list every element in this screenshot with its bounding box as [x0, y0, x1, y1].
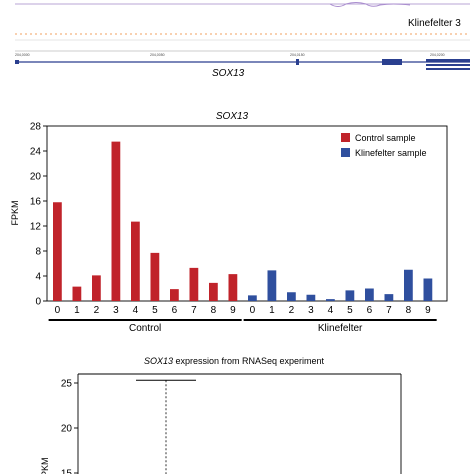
x-tick-label: 4 [133, 305, 139, 316]
bar [267, 270, 277, 301]
bar [209, 282, 218, 301]
exon-2 [296, 59, 299, 65]
x-tick-label: 9 [425, 305, 431, 316]
y-tick-label: 28 [30, 122, 42, 133]
box-y-ticks: 15 20 25 [61, 379, 78, 474]
box-y-tick-label: 20 [61, 424, 73, 435]
y-tick-label: 4 [35, 272, 41, 283]
x-tick-label: 4 [328, 305, 334, 316]
bar [131, 221, 140, 301]
bar [248, 295, 257, 301]
y-tick-label: 8 [35, 247, 41, 258]
genome-browser-panel: Klinefelter 3 204,0000 204,0050 204,0150… [15, 2, 470, 79]
x-tick-label: 0 [250, 305, 256, 316]
legend-swatch-control [341, 133, 350, 142]
bar [111, 141, 121, 301]
box-plot-title-gene: SOX13 [144, 356, 173, 366]
group-label: Control [129, 323, 161, 334]
transcript-stack-3 [426, 68, 470, 70]
y-tick-label: 20 [30, 172, 42, 183]
y-tick-label: 0 [35, 297, 41, 308]
bar [150, 252, 160, 301]
y-axis-ticks: 0 4 8 12 16 20 24 28 [30, 122, 47, 308]
x-tick-label: 1 [269, 305, 275, 316]
coord-label-1: 204,0000 [15, 53, 30, 57]
x-tick-label: 7 [191, 305, 197, 316]
box-y-tick-label: 25 [61, 379, 73, 390]
legend-label-control: Control sample [355, 133, 416, 143]
x-tick-label: 6 [367, 305, 373, 316]
bar [92, 275, 101, 301]
bar [345, 290, 355, 301]
bar-chart-title: SOX13 [216, 111, 249, 122]
group-label: Klinefelter [318, 323, 363, 334]
exon-1 [15, 60, 19, 64]
box-plot-title-rest: expression from RNASeq experiment [173, 356, 325, 366]
legend-label-klinefelter: Klinefelter sample [355, 148, 427, 158]
bar [384, 294, 394, 301]
coord-label-3: 204,0150 [290, 53, 305, 57]
x-tick-label: 8 [406, 305, 412, 316]
bar [423, 278, 433, 301]
y-tick-label: 16 [30, 197, 42, 208]
bar [189, 267, 199, 301]
bar [72, 286, 82, 301]
bars [53, 141, 433, 301]
box-plot-title: SOX13 expression from RNASeq experiment [144, 356, 325, 366]
coord-label-2: 204,0050 [150, 53, 165, 57]
x-tick-label: 5 [152, 305, 158, 316]
y-axis-label: FPKM [10, 200, 20, 225]
bar [53, 202, 62, 301]
x-tick-label: 7 [386, 305, 392, 316]
legend-swatch-klinefelter [341, 148, 350, 157]
transcript-stack-2 [426, 64, 470, 66]
box-y-axis-label: FPKM [40, 457, 50, 474]
bar [326, 299, 335, 301]
y-tick-label: 12 [30, 222, 42, 233]
box-y-tick-label: 15 [61, 469, 73, 474]
coord-label-4: 204,0200 [430, 53, 445, 57]
x-tick-label: 2 [94, 305, 100, 316]
x-tick-label: 6 [172, 305, 178, 316]
group-brackets: Control Klinefelter [48, 319, 437, 334]
bar [228, 274, 238, 301]
x-tick-label: 3 [308, 305, 314, 316]
transcript-stack-1 [426, 59, 470, 62]
y-tick-label: 24 [30, 147, 42, 158]
bar [306, 294, 316, 301]
x-tick-label: 5 [347, 305, 353, 316]
x-tick-label: 9 [230, 305, 236, 316]
x-tick-label: 3 [113, 305, 119, 316]
x-tick-label: 8 [211, 305, 217, 316]
bar [287, 292, 296, 301]
coverage-peak [329, 2, 411, 7]
gene-label: SOX13 [212, 68, 245, 79]
plot-frame [46, 125, 448, 302]
x-tick-label: 0 [55, 305, 61, 316]
legend: Control sample Klinefelter sample [341, 133, 427, 158]
x-tick-label: 2 [289, 305, 295, 316]
x-tick-label: 1 [74, 305, 80, 316]
box-plot: SOX13 expression from RNASeq experiment … [40, 356, 402, 474]
exon-3 [382, 59, 402, 65]
bar [404, 269, 413, 301]
bar [365, 288, 374, 301]
x-axis-ticks: 0 1 2 3 4 5 6 7 8 9 0 1 2 3 4 5 6 7 8 9 [55, 305, 432, 316]
bar [170, 289, 179, 301]
whisker [136, 379, 196, 474]
track-label: Klinefelter 3 [408, 18, 461, 29]
